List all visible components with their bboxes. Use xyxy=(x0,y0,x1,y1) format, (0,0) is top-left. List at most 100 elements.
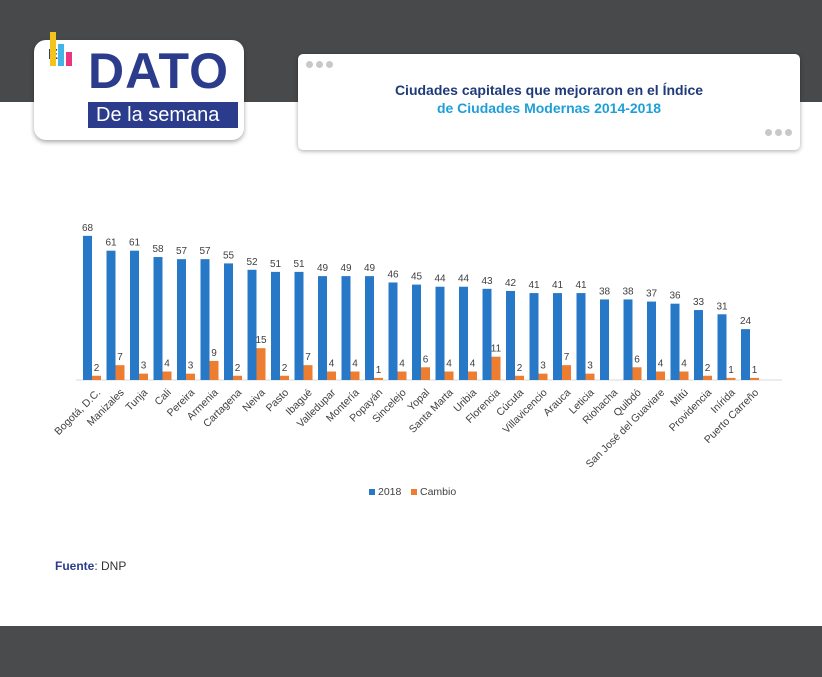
data-label-cambio: 4 xyxy=(658,359,664,370)
chart-title-line2: de Ciudades Modernas 2014-2018 xyxy=(436,100,662,116)
bar-cambio xyxy=(327,371,336,380)
bar-2018 xyxy=(506,290,515,380)
data-label-2018: 57 xyxy=(176,246,188,257)
data-label-2018: 49 xyxy=(364,263,376,274)
data-label-cambio: 4 xyxy=(164,359,170,370)
data-label-cambio: 3 xyxy=(188,361,194,372)
title-card: Ciudades capitales que mejoraron en el Í… xyxy=(298,54,800,150)
data-label-cambio: 7 xyxy=(564,352,570,363)
bar-cambio xyxy=(350,371,360,380)
data-label-2018: 45 xyxy=(411,272,423,283)
data-label-2018: 31 xyxy=(716,301,728,312)
bar-cambio xyxy=(303,365,313,380)
x-tick-label: Neiva xyxy=(240,387,268,415)
bar-cambio xyxy=(233,375,242,380)
data-label-cambio: 2 xyxy=(517,363,523,374)
bar-cambio xyxy=(703,375,712,380)
data-label-2018: 36 xyxy=(669,291,681,302)
data-label-2018: 58 xyxy=(152,244,164,255)
window-dots-icon xyxy=(306,61,333,68)
legend-label-2018: 2018 xyxy=(378,486,402,498)
logo-subtitle: De la semana xyxy=(88,102,238,128)
data-label-cambio: 4 xyxy=(352,359,358,370)
bar-2018 xyxy=(529,293,539,380)
data-label-cambio: 3 xyxy=(540,361,546,372)
data-label-cambio: 1 xyxy=(752,365,758,376)
bar-2018 xyxy=(224,263,233,380)
data-label-cambio: 3 xyxy=(141,361,147,372)
bar-cambio xyxy=(397,371,407,380)
bar-cambio xyxy=(139,373,148,380)
data-label-2018: 44 xyxy=(458,274,470,285)
bar-2018 xyxy=(482,288,492,380)
source-value: DNP xyxy=(101,559,127,573)
data-label-cambio: 7 xyxy=(305,352,311,363)
bar-cambio xyxy=(256,348,266,380)
bar-cambio xyxy=(468,371,477,380)
source-label: Fuente xyxy=(55,559,95,573)
data-label-2018: 24 xyxy=(740,316,752,327)
data-label-cambio: 3 xyxy=(587,361,593,372)
bar-2018 xyxy=(294,271,304,380)
bar-2018 xyxy=(247,269,257,380)
bar-cambio xyxy=(538,373,548,380)
bar-2018 xyxy=(647,301,656,380)
data-label-cambio: 4 xyxy=(399,359,405,370)
window-dots-icon xyxy=(765,129,792,136)
legend-swatch-cambio xyxy=(411,489,417,495)
data-label-2018: 49 xyxy=(317,263,329,274)
data-label-2018: 61 xyxy=(105,238,117,249)
data-label-2018: 41 xyxy=(575,280,587,291)
bar-cambio xyxy=(115,365,125,380)
bar-cambio xyxy=(656,371,665,380)
bar-2018 xyxy=(459,286,468,380)
source-separator: : xyxy=(94,559,102,573)
data-label-2018: 61 xyxy=(129,238,141,249)
bar-cambio xyxy=(632,367,642,380)
data-label-2018: 38 xyxy=(599,286,611,297)
bar-2018 xyxy=(106,250,116,380)
bar-2018 xyxy=(576,293,586,380)
bar-cambio xyxy=(750,377,759,380)
bar-cambio xyxy=(515,375,524,380)
data-label-cambio: 2 xyxy=(705,363,711,374)
data-label-cambio: 4 xyxy=(446,359,452,370)
data-label-2018: 41 xyxy=(528,280,540,291)
bar-2018 xyxy=(388,282,398,380)
data-label-cambio: 7 xyxy=(117,352,123,363)
data-label-2018: 51 xyxy=(293,259,305,270)
data-label-cambio: 2 xyxy=(235,363,241,374)
bar-cambio xyxy=(421,367,430,380)
data-label-2018: 43 xyxy=(481,276,493,287)
bar-2018 xyxy=(177,259,186,380)
data-label-2018: 57 xyxy=(199,246,211,257)
data-label-2018: 37 xyxy=(646,289,658,300)
data-label-2018: 51 xyxy=(270,259,282,270)
legend-label-cambio: Cambio xyxy=(420,486,456,498)
bar-cambio xyxy=(679,371,689,380)
bar-2018 xyxy=(623,299,633,380)
bar-cambio xyxy=(562,365,571,380)
bar-2018 xyxy=(717,314,727,380)
bar-2018 xyxy=(412,284,421,380)
data-label-2018: 68 xyxy=(82,223,94,234)
chart-title-line1: Ciudades capitales que mejoraron en el Í… xyxy=(394,82,704,98)
data-label-2018: 46 xyxy=(387,269,399,280)
bar-2018 xyxy=(83,235,92,380)
source-note: Fuente: DNP xyxy=(55,559,126,573)
data-label-cambio: 6 xyxy=(634,354,640,365)
bar-2018 xyxy=(694,310,703,380)
bar-2018 xyxy=(741,329,750,380)
footer-band xyxy=(0,626,822,677)
data-label-2018: 44 xyxy=(434,274,446,285)
data-label-2018: 52 xyxy=(246,257,258,268)
data-label-cambio: 2 xyxy=(282,363,288,374)
x-tick-label: Tunja xyxy=(123,387,150,414)
bar-2018 xyxy=(670,303,680,380)
bar-cambio xyxy=(92,375,101,380)
data-label-2018: 33 xyxy=(693,297,705,308)
data-label-cambio: 1 xyxy=(376,365,382,376)
bar-2018 xyxy=(200,259,210,380)
data-label-cambio: 15 xyxy=(255,335,267,346)
